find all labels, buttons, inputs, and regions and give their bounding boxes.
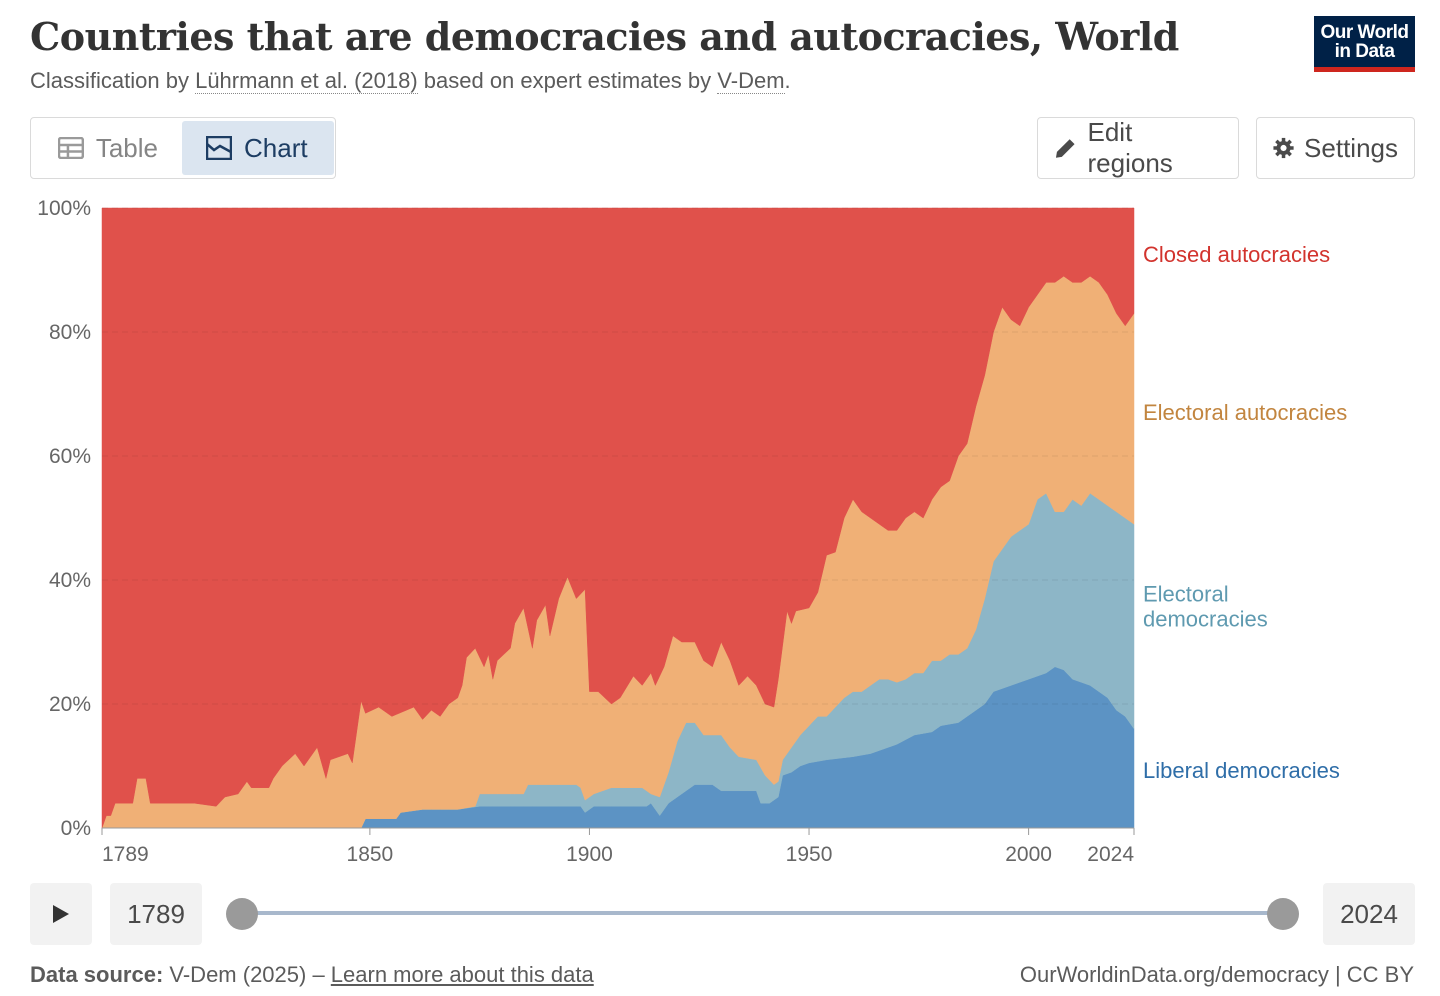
start-year-box[interactable]: 1789 [110, 883, 202, 945]
timeline-end-handle[interactable] [1267, 898, 1299, 930]
y-tick-label: 100% [37, 197, 91, 220]
subtitle-suffix: . [784, 68, 791, 93]
pencil-icon [1055, 139, 1075, 158]
stacked-area-chart: 0% 20% 40% 60% 80% 100% 1789 1850 1900 1950 2000 2… [37, 197, 1347, 866]
timeline-start-handle[interactable] [226, 898, 258, 930]
area-closed-autocracies[interactable] [101, 207, 1135, 829]
timeline-slider-track[interactable] [241, 911, 1282, 915]
end-year-box[interactable]: 2024 [1323, 883, 1415, 945]
data-source: Data source: V-Dem (2025) – Learn more a… [30, 962, 594, 988]
y-axis: 0% 20% 40% 60% 80% 100% [37, 197, 91, 840]
series-label[interactable]: Liberal democracies [1143, 758, 1340, 783]
x-tick-label: 2000 [1005, 843, 1052, 866]
gridlines [102, 207, 1134, 705]
series-label[interactable]: Electoral autocracies [1143, 400, 1347, 425]
x-tick-label: 1789 [102, 843, 149, 866]
learn-more-link[interactable]: Learn more about this data [330, 962, 594, 987]
subtitle-mid: based on expert estimates by [417, 68, 718, 93]
y-tick-label: 0% [61, 817, 91, 840]
settings-button[interactable]: Settings [1256, 117, 1415, 179]
gear-icon [1273, 137, 1294, 159]
edit-regions-label: Edit regions [1087, 117, 1173, 178]
series-label[interactable]: Electoral [1143, 582, 1229, 607]
tab-chart[interactable]: Chart [182, 121, 334, 175]
subtitle-prefix: Classification by [30, 68, 196, 93]
x-axis: 1789 1850 1900 1950 2000 2024 [101, 827, 1135, 866]
chart-title: Countries that are democracies and autoc… [30, 14, 1179, 59]
logo-line2: in Data [1334, 41, 1395, 62]
y-tick-label: 20% [49, 693, 91, 716]
source-text: V-Dem (2025) – [163, 962, 331, 987]
play-icon [53, 905, 69, 923]
citation-link[interactable]: Lührmann et al. (2018) [195, 68, 418, 94]
x-tick-label: 1950 [786, 843, 833, 866]
series-label[interactable]: Closed autocracies [1143, 242, 1330, 267]
series-label[interactable]: democracies [1143, 607, 1268, 632]
license-link[interactable]: OurWorldinData.org/democracy | CC BY [1019, 962, 1414, 987]
edit-regions-button[interactable]: Edit regions [1037, 117, 1239, 179]
tab-chart-label: Chart [244, 132, 308, 163]
chart-subtitle: Classification by Lührmann et al. (2018)… [30, 68, 791, 94]
x-tick-label: 2024 [1087, 843, 1134, 866]
x-tick-label: 1900 [566, 843, 613, 866]
y-tick-label: 60% [49, 445, 91, 468]
y-tick-label: 80% [49, 321, 91, 344]
vdem-link[interactable]: V-Dem [717, 68, 785, 94]
x-tick-label: 1850 [347, 843, 394, 866]
view-toggle: Table Chart [30, 117, 336, 179]
source-label: Data source: [30, 962, 164, 987]
area-chart-icon [206, 136, 232, 160]
play-button[interactable] [30, 883, 92, 945]
owid-logo[interactable]: Our World in Data [1314, 16, 1415, 72]
y-tick-label: 40% [49, 569, 91, 592]
tab-table[interactable]: Table [34, 121, 182, 175]
table-icon [58, 137, 84, 159]
areas-layer [101, 207, 1135, 829]
settings-label: Settings [1304, 132, 1398, 163]
tab-table-label: Table [95, 132, 158, 163]
logo-line1: Our World [1320, 22, 1409, 43]
